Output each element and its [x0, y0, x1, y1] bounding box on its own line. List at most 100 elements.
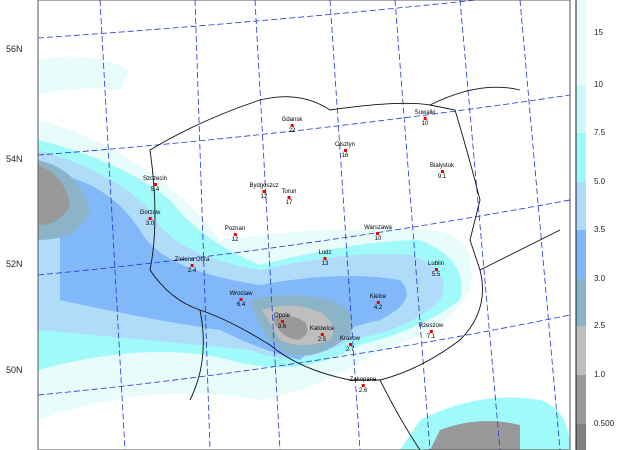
legend-swatch	[576, 0, 586, 85]
legend-swatch	[576, 182, 586, 230]
city-dot	[320, 333, 324, 336]
city-value: 10	[421, 121, 429, 127]
city-name: Olsztyn	[334, 142, 356, 148]
city-value: 13	[321, 261, 329, 267]
city-marker: Rzeszow 7.1	[419, 322, 443, 341]
lat-label: 54N	[6, 154, 23, 164]
city-dot	[323, 257, 327, 260]
city-dot	[280, 320, 284, 323]
city-name: Poznan	[224, 226, 246, 232]
legend-swatch	[576, 326, 586, 375]
city-marker: Opole 3.6	[274, 312, 290, 331]
city-dot	[287, 196, 291, 199]
city-marker: Poznan 12	[225, 225, 245, 244]
city-dot	[343, 149, 347, 152]
city-dot	[440, 170, 444, 173]
legend-swatch	[576, 424, 586, 450]
lat-lon-grid	[37, 0, 571, 450]
city-marker: Warszawa 10	[364, 224, 392, 243]
city-dot	[376, 232, 380, 235]
city-value: 3.6	[277, 324, 287, 330]
legend-label: 3.0	[594, 274, 606, 283]
city-dot	[361, 384, 365, 387]
city-value: 2.5	[317, 337, 327, 343]
city-value: 16	[341, 153, 349, 159]
city-value: 12	[260, 194, 268, 200]
city-dot	[190, 264, 194, 267]
city-name: Suwalki	[414, 110, 436, 116]
city-name: Rzeszow	[418, 323, 444, 329]
city-name: Lodz	[318, 250, 332, 256]
city-marker: Lodz 13	[318, 249, 331, 268]
lat-label: 52N	[6, 259, 23, 269]
legend-label: 1.0	[594, 370, 606, 379]
city-value: 6.4	[236, 302, 246, 308]
city-dot	[233, 233, 237, 236]
legend-swatch	[576, 279, 586, 326]
city-value: 7.1	[426, 334, 436, 340]
city-marker: Krakow 2.7	[340, 335, 360, 354]
city-name: Gdansk	[281, 117, 303, 123]
city-value: 2.4	[187, 268, 197, 274]
city-dot	[348, 343, 352, 346]
legend-label: 0.500	[594, 419, 615, 428]
city-name: Bydgoszcz	[249, 183, 279, 189]
legend-label: 2.5	[594, 321, 606, 330]
city-name: Torun	[281, 189, 297, 195]
city-value: 12	[231, 237, 239, 243]
city-value: 5.4	[150, 187, 160, 193]
city-name: Szczecin	[142, 176, 168, 182]
city-marker: Torun 17	[281, 188, 296, 207]
city-value: 22	[288, 128, 296, 134]
city-marker: Gorzow 3.0	[140, 209, 161, 228]
legend-label: 7.5	[594, 128, 606, 137]
city-dot	[262, 190, 266, 193]
city-name: Zakopane	[349, 377, 377, 383]
city-marker: Kielce 4.2	[370, 293, 386, 312]
city-marker: Katowice 2.5	[310, 325, 334, 344]
borders	[149, 86, 561, 450]
city-name: Warszawa	[364, 225, 392, 231]
city-marker: Lublin 5.5	[428, 260, 444, 279]
city-dot	[376, 301, 380, 304]
city-marker: Suwalki 10	[415, 109, 436, 128]
city-name: Zielona Gora	[174, 257, 210, 263]
city-value: 10	[374, 236, 382, 242]
city-marker: Olsztyn 16	[335, 141, 355, 160]
city-name: Kielce	[369, 294, 387, 300]
city-name: Bialystok	[429, 163, 455, 169]
city-name: Gorzow	[139, 210, 161, 216]
legend-swatch	[576, 133, 586, 182]
city-value: 17	[285, 200, 293, 206]
city-value: 4.2	[373, 305, 383, 311]
city-name: Lublin	[427, 261, 445, 267]
city-marker: Bydgoszcz 12	[249, 182, 278, 201]
city-dot	[148, 217, 152, 220]
city-dot	[423, 117, 427, 120]
legend-swatch	[576, 85, 586, 133]
city-marker: Bialystok 9.1	[430, 162, 454, 181]
city-value: 2.6	[358, 388, 368, 394]
city-name: Opole	[273, 313, 291, 319]
city-marker: Zielona Gora 2.4	[175, 256, 210, 275]
city-marker: Wroclaw 6.4	[230, 290, 253, 309]
lat-label: 50N	[6, 365, 23, 375]
city-dot	[290, 124, 294, 127]
city-value: 5.5	[431, 272, 441, 278]
city-value: 3.0	[145, 221, 155, 227]
city-dot	[434, 268, 438, 271]
city-dot	[239, 298, 243, 301]
city-marker: Szczecin 5.4	[143, 175, 167, 194]
city-dot	[429, 330, 433, 333]
precip-field	[38, 56, 570, 450]
legend-label: 3.5	[594, 225, 606, 234]
city-dot	[153, 183, 157, 186]
city-name: Wroclaw	[229, 291, 253, 297]
legend-swatch	[576, 375, 586, 424]
lat-label: 56N	[6, 44, 23, 54]
legend-colorbar	[575, 0, 586, 450]
legend-label: 10	[594, 80, 603, 89]
city-value: 9.1	[437, 174, 447, 180]
